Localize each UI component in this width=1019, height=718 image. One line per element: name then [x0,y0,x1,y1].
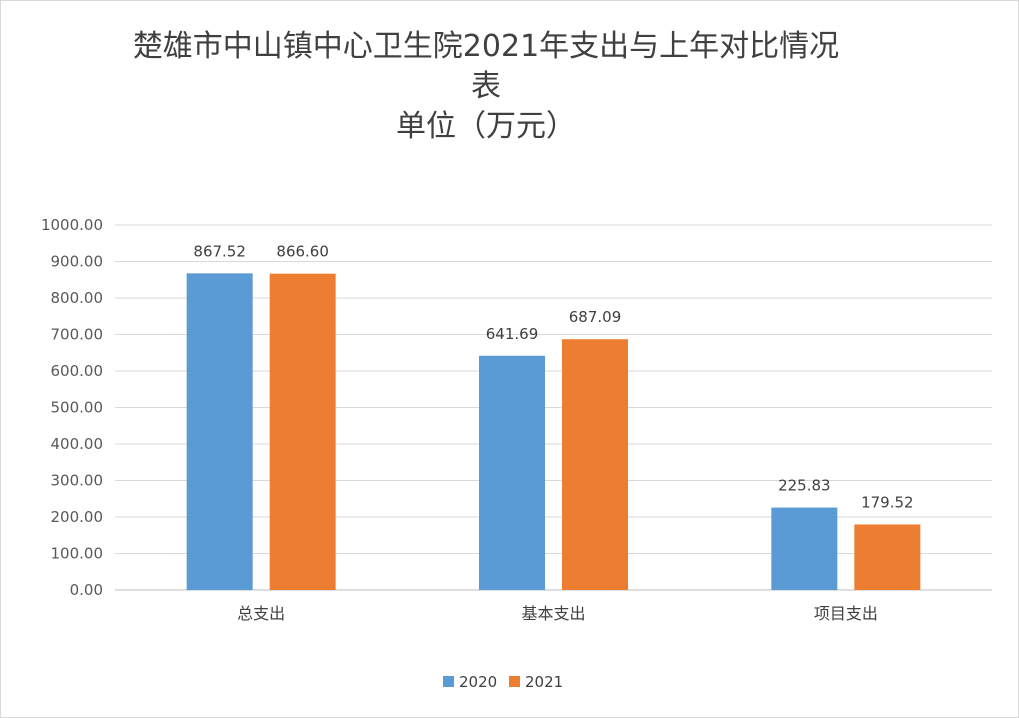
legend-swatch-2021 [509,676,520,687]
x-category-label: 基本支出 [521,604,585,623]
y-tick-label: 0.00 [70,581,103,599]
y-tick-label: 100.00 [51,545,104,563]
bar-2020 [479,355,545,590]
y-tick-label: 500.00 [51,399,104,417]
data-label: 225.83 [778,477,831,495]
legend-label: 2020 [459,673,497,691]
bar-2021 [854,524,921,590]
bar-2020 [771,507,838,590]
data-label: 867.52 [193,242,246,260]
legend-swatch-2020 [443,676,454,687]
y-tick-label: 400.00 [51,435,104,453]
data-label: 641.69 [486,325,539,343]
chart-title-line-3: 单位（万元） [396,109,576,144]
y-tick-label: 1000.00 [41,216,103,234]
data-label: 687.09 [569,308,622,326]
data-label: 866.60 [276,243,329,261]
chart-title-line-2: 表 [471,69,501,104]
y-tick-label: 200.00 [51,508,104,526]
y-tick-label: 700.00 [51,326,104,344]
y-tick-label: 300.00 [51,472,104,490]
y-tick-label: 800.00 [51,289,104,307]
chart-title-line-1: 楚雄市中山镇中心卫生院2021年支出与上年对比情况 [132,29,840,64]
legend-label: 2021 [525,673,563,691]
chart-title: 楚雄市中山镇中心卫生院2021年支出与上年对比情况 表 单位（万元） [91,27,881,147]
bar-2020 [186,273,253,590]
y-tick-label: 900.00 [51,253,104,271]
bar-2021 [269,273,336,590]
y-tick-label: 600.00 [51,362,104,380]
data-label: 179.52 [861,493,914,511]
bar-2021 [562,339,628,590]
x-category-label: 项目支出 [814,604,878,623]
x-category-label: 总支出 [237,604,285,623]
